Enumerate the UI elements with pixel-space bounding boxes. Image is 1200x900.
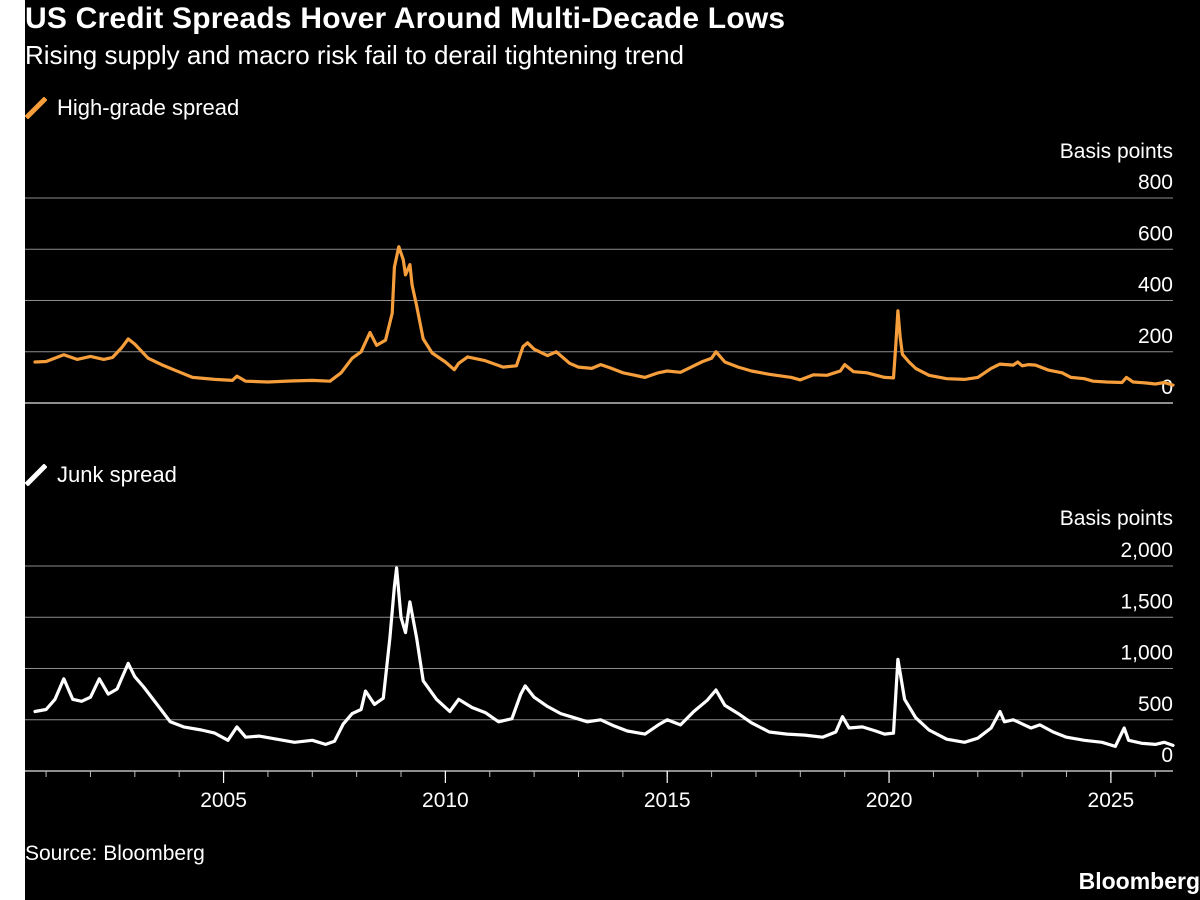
x-tick-label: 2020 <box>866 789 913 812</box>
chart-subtitle: Rising supply and macro risk fail to der… <box>25 40 685 70</box>
y-tick-label: 2,000 <box>1120 539 1173 562</box>
y-tick-label: 800 <box>1138 171 1173 194</box>
x-tick-label: 2015 <box>644 789 691 812</box>
y-tick-label: 500 <box>1138 693 1173 716</box>
chart-plot-area: 0 200 400 600 800 Basis points 0 500 1,000 1,500… <box>25 140 1175 812</box>
y-tick-label: 0 <box>1161 376 1173 399</box>
legend-label-junk: Junk spread <box>57 462 177 487</box>
x-axis: 2005 2010 2015 2020 2025 <box>45 771 1156 812</box>
source-note: Source: Bloomberg <box>25 842 205 865</box>
series-line <box>33 566 1175 748</box>
chart-canvas: US Credit Spreads Hover Around Multi-Dec… <box>25 0 1200 900</box>
legend-swatch-junk <box>25 464 47 486</box>
legend-high-grade: High-grade spread <box>25 95 239 121</box>
series-line <box>33 245 1175 387</box>
chart-title: US Credit Spreads Hover Around Multi-Dec… <box>25 2 786 35</box>
bloomberg-logo: Bloomberg <box>1078 868 1200 894</box>
legend-swatch-high-grade <box>25 97 47 119</box>
legend-label-high-grade: High-grade spread <box>57 95 240 120</box>
legend-junk: Junk spread <box>25 462 177 488</box>
x-tick-label: 2005 <box>200 789 247 812</box>
high-grade-panel: 0 200 400 600 800 Basis points <box>25 140 1175 404</box>
y-tick-label: 200 <box>1138 325 1173 348</box>
y-axis-label: Basis points <box>1060 140 1173 163</box>
junk-panel: 0 500 1,000 1,500 2,000 Basis points <box>25 507 1175 772</box>
y-axis-label: Basis points <box>1060 507 1173 530</box>
y-tick-label: 400 <box>1138 274 1173 297</box>
y-tick-label: 600 <box>1138 222 1173 245</box>
x-tick-label: 2025 <box>1088 789 1135 812</box>
y-tick-label: 1,000 <box>1120 642 1173 665</box>
y-tick-label: 1,500 <box>1120 590 1173 613</box>
x-tick-label: 2010 <box>422 789 469 812</box>
y-tick-label: 0 <box>1161 744 1173 767</box>
